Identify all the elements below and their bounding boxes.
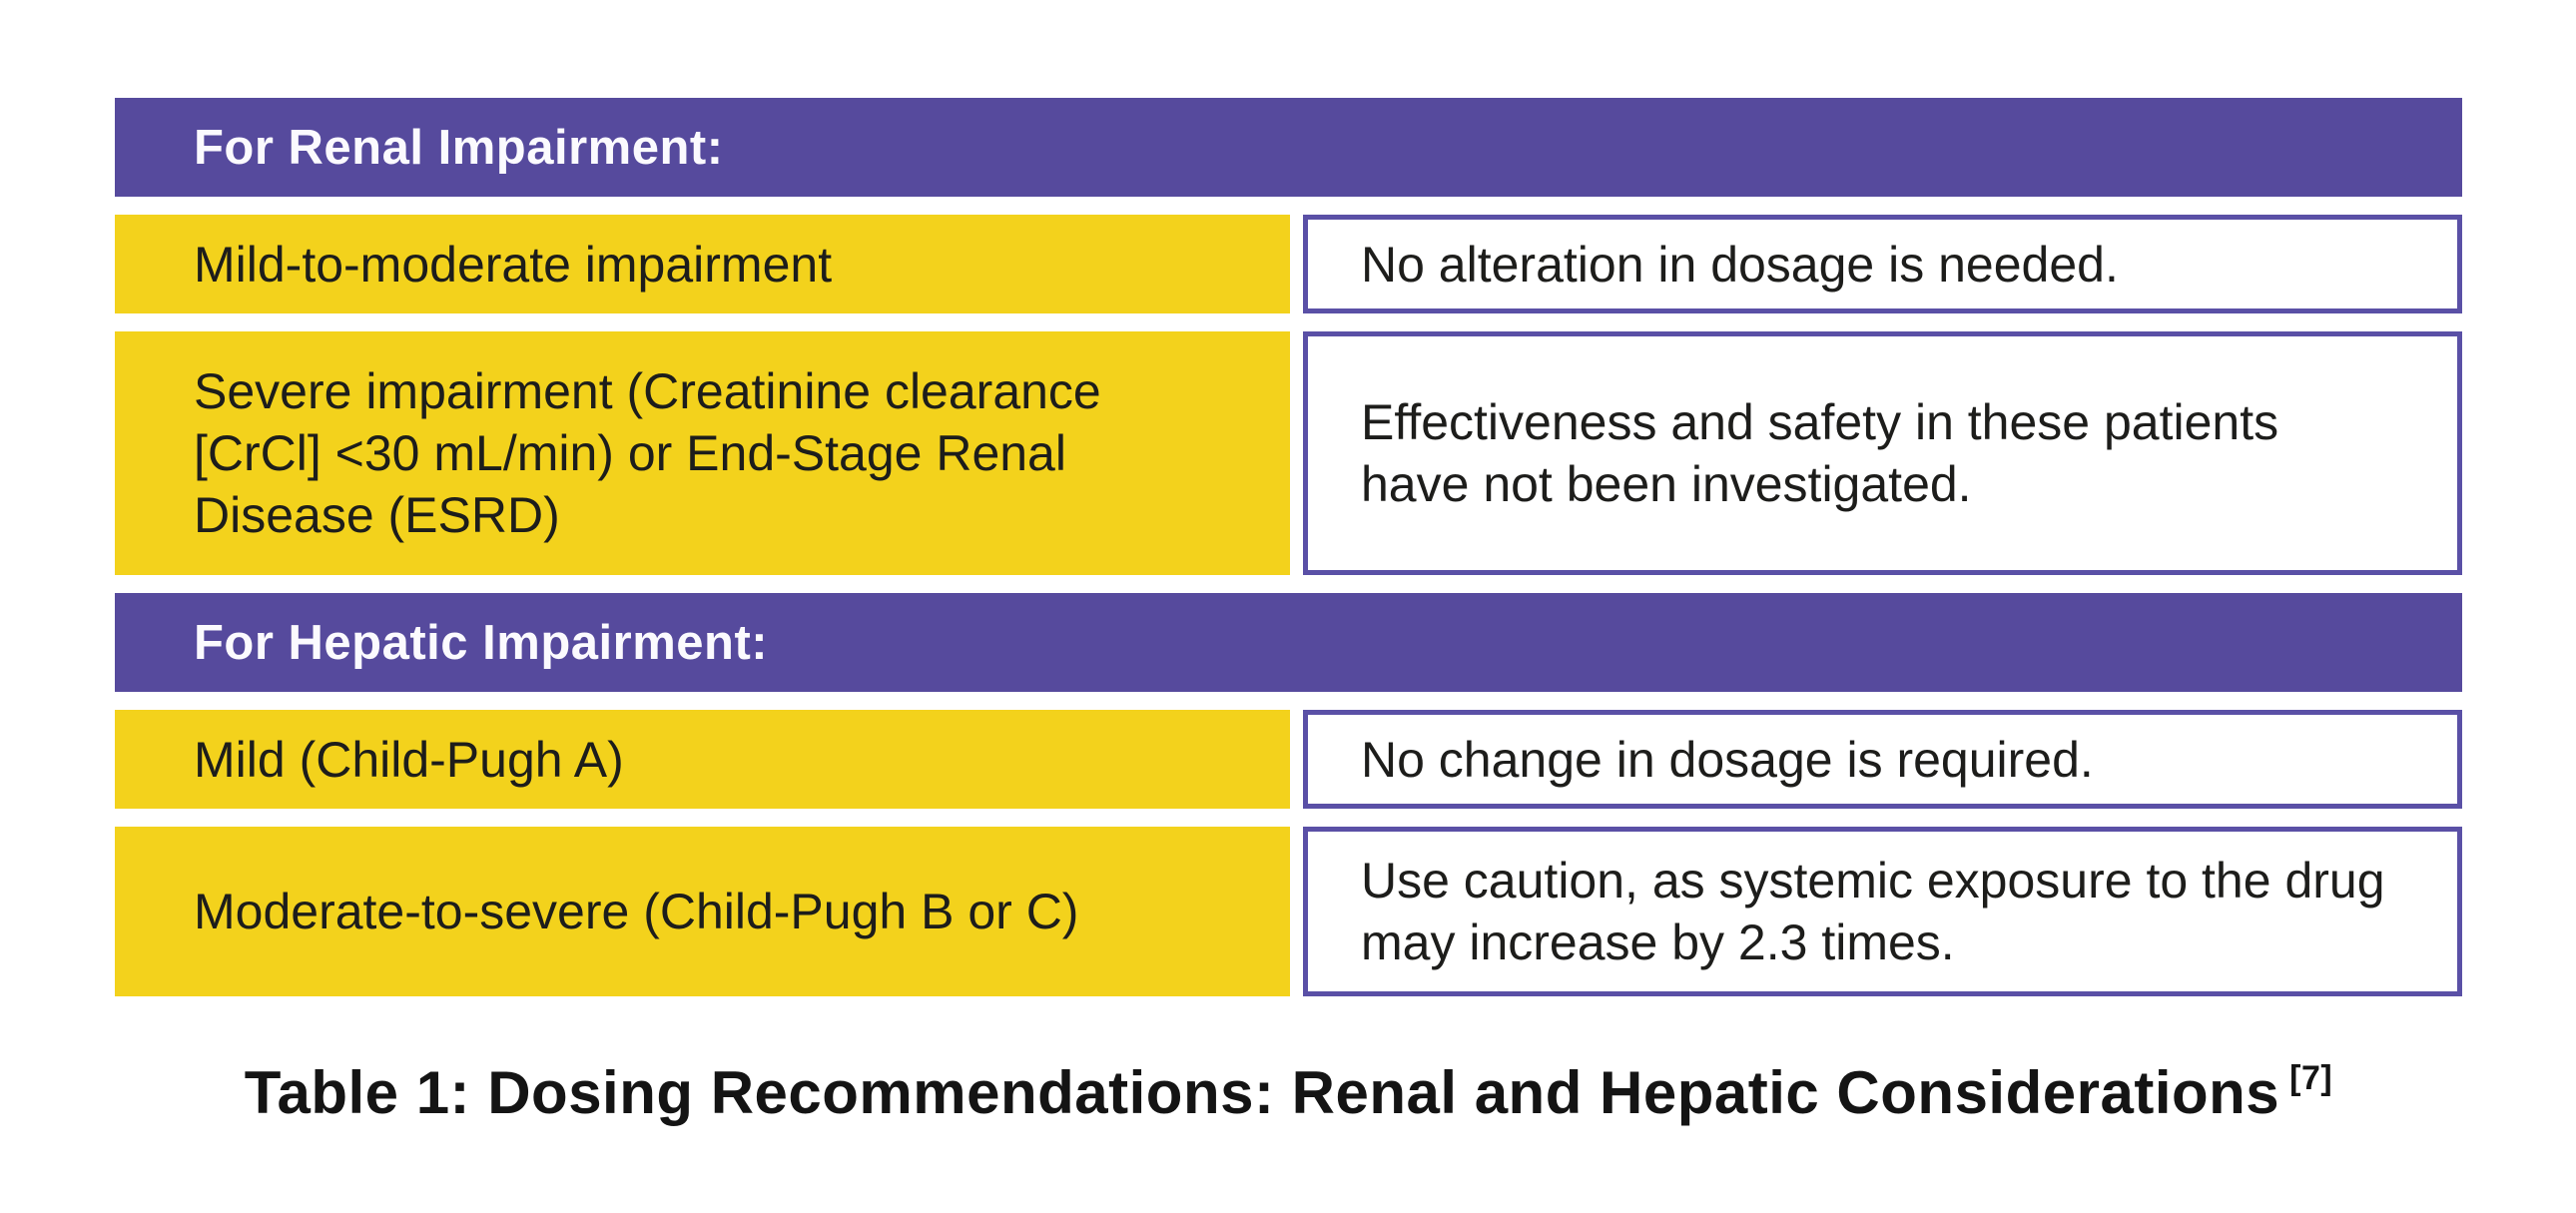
section-header-hepatic: For Hepatic Impairment:	[115, 593, 2462, 692]
condition-text: Moderate-to-severe (Child-Pugh B or C)	[194, 884, 1079, 939]
condition-cell: Mild-to-moderate impairment	[115, 215, 1290, 313]
condition-text: Mild-to-moderate impairment	[194, 236, 833, 293]
table-row: Severe impairment (Creatinine clearance …	[115, 331, 2462, 575]
recommendation-cell: No change in dosage is required.	[1303, 710, 2462, 809]
recommendation-text: No alteration in dosage is needed.	[1361, 236, 2119, 293]
condition-cell: Moderate-to-severe (Child-Pugh B or C)	[115, 827, 1290, 996]
section-header-renal: For Renal Impairment:	[115, 98, 2462, 197]
recommendation-text: have not been investigated.	[1361, 456, 1972, 512]
table-row: Mild-to-moderate impairment No alteratio…	[115, 215, 2462, 313]
section-header-label: For Hepatic Impairment:	[194, 615, 769, 670]
recommendation-text: may increase by 2.3 times.	[1361, 914, 1955, 970]
section-header-label: For Renal Impairment:	[194, 120, 724, 175]
recommendation-text: No change in dosage is required.	[1361, 731, 2094, 788]
caption-text: Table 1: Dosing Recommendations: Renal a…	[244, 1059, 2280, 1126]
recommendation-cell: No alteration in dosage is needed.	[1303, 215, 2462, 313]
recommendation-text: Effectiveness and safety in these patien…	[1361, 394, 2279, 450]
condition-text: Severe impairment (Creatinine clearance	[194, 363, 1101, 419]
condition-cell: Mild (Child-Pugh A)	[115, 710, 1290, 809]
condition-text: [CrCl] <30 mL/min) or End-Stage Renal	[194, 425, 1066, 481]
recommendation-cell: Effectiveness and safety in these patien…	[1303, 331, 2462, 575]
table-row: Mild (Child-Pugh A) No change in dosage …	[115, 710, 2462, 809]
caption-reference: [7]	[2289, 1059, 2333, 1097]
dosing-table: For Renal Impairment: Mild-to-moderate i…	[115, 98, 2462, 1127]
table-caption: Table 1: Dosing Recommendations: Renal a…	[115, 1058, 2462, 1127]
table-row: Moderate-to-severe (Child-Pugh B or C) U…	[115, 827, 2462, 996]
condition-text: Mild (Child-Pugh A)	[194, 731, 624, 788]
condition-text: Disease (ESRD)	[194, 487, 560, 543]
recommendation-text: Use caution, as systemic exposure to the…	[1361, 853, 2385, 909]
condition-cell: Severe impairment (Creatinine clearance …	[115, 331, 1290, 575]
recommendation-cell: Use caution, as systemic exposure to the…	[1303, 827, 2462, 996]
